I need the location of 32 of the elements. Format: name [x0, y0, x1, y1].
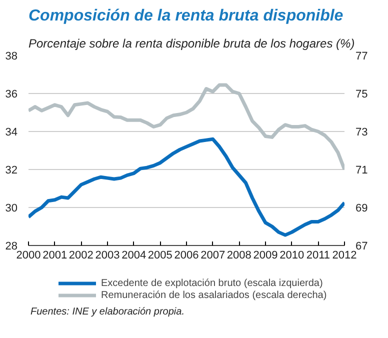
- x-tick-label: 2000: [16, 250, 41, 262]
- y-tick-label: 30: [5, 202, 18, 214]
- x-tick-label: 2002: [68, 250, 94, 262]
- y-tick-label: 32: [5, 164, 18, 176]
- x-tick-label: 2008: [226, 250, 252, 262]
- x-tick-label: 2010: [280, 250, 304, 262]
- y-tick-label: 38: [5, 50, 18, 62]
- legend-label: Remuneración de los asalariados (escala derecha): [101, 289, 327, 301]
- x-tick-label: 2012: [332, 250, 357, 262]
- x-tick-label: 2006: [174, 250, 199, 262]
- y2-tick-label: 77: [356, 50, 368, 62]
- x-tick-label: 2005: [148, 250, 172, 262]
- y-tick-label: 28: [5, 240, 18, 252]
- y2-tick-label: 75: [356, 88, 368, 100]
- x-tick-label: 2004: [122, 250, 146, 262]
- chart-subtitle: Porcentaje sobre la renta disponible bruta de los hogares (%): [28, 36, 355, 50]
- line-series: [28, 83, 344, 172]
- x-tick-label: 2007: [200, 250, 226, 262]
- y-tick-label: 36: [5, 88, 18, 100]
- x-tick-label: 2001: [42, 250, 68, 262]
- source-note: Fuentes: INE y elaboración propia.: [30, 306, 184, 318]
- y2-tick-label: 67: [356, 240, 368, 252]
- x-tick-label: 2003: [95, 250, 120, 262]
- line-series: [28, 137, 344, 237]
- y2-tick-label: 69: [356, 202, 368, 214]
- y-tick-label: 34: [5, 126, 18, 138]
- x-tick-label: 2011: [306, 250, 330, 262]
- x-tick-label: 2009: [253, 250, 278, 262]
- y2-tick-label: 71: [356, 164, 368, 176]
- y2-tick-label: 73: [356, 126, 368, 138]
- legend-label: Excedente de explotación bruto (escala izquierda): [101, 277, 323, 289]
- chart-title: Composición de la renta bruta disponible: [28, 8, 344, 24]
